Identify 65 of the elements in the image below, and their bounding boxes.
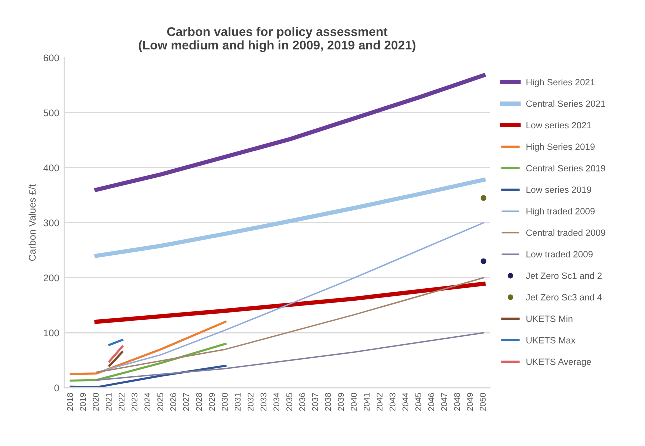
x-tick-label: 2035	[286, 393, 292, 411]
legend-label: UKETS Min	[526, 316, 573, 322]
legend-label: Low series 2021	[526, 122, 592, 129]
y-tick-label: 0	[54, 384, 60, 392]
y-tick-label: 300	[44, 220, 60, 227]
x-tick-label: 2026	[170, 393, 176, 411]
x-tick-label: 2025	[158, 393, 164, 411]
line-series	[94, 282, 486, 324]
x-tick-label: 2034	[274, 393, 280, 411]
x-tick-label: 2043	[390, 393, 396, 411]
x-tick-label: 2030	[222, 393, 228, 411]
legend-label: Low series 2019	[526, 186, 592, 194]
x-tick-label: 2028	[196, 393, 202, 411]
x-tick-label: 2022	[118, 393, 125, 411]
legend-label: Jet Zero Sc3 and 4	[526, 294, 602, 301]
x-tick-label: 2029	[209, 393, 216, 411]
line-series	[96, 277, 484, 374]
legend-label: Jet Zero Sc1 and 2	[526, 272, 602, 280]
line-series	[94, 178, 486, 258]
legend-label: Central Series 2021	[526, 100, 606, 108]
x-tick-label: 2032	[248, 393, 254, 411]
line-series	[70, 364, 227, 388]
x-tick-label: 2021	[106, 393, 112, 411]
x-tick-label: 2048	[454, 393, 460, 411]
legend-label: High traded 2009	[526, 208, 595, 216]
x-tick-label: 2050	[480, 393, 486, 411]
legend-label: High Series 2021	[526, 79, 595, 88]
legend-label: Low traded 2009	[526, 251, 593, 258]
x-tick-label: 2020	[93, 393, 99, 411]
line-series	[96, 332, 484, 382]
x-tick-label: 2044	[402, 393, 409, 411]
x-tick-label: 2038	[325, 393, 332, 411]
x-tick-label: 2019	[80, 393, 86, 411]
line-series	[96, 222, 484, 374]
x-tick-label: 2027	[183, 393, 190, 411]
x-tick-label: 2023	[132, 393, 138, 411]
x-tick-label: 2041	[364, 393, 370, 411]
x-tick-label: 2046	[428, 393, 434, 411]
y-tick-label: 500	[44, 110, 60, 117]
x-tick-label: 2045	[416, 393, 422, 411]
x-tick-label: 2037	[312, 393, 318, 411]
x-tick-label: 2031	[234, 393, 241, 411]
y-tick-label: 100	[44, 330, 60, 337]
legend-label: Central traded 2009	[526, 230, 606, 236]
line-series	[70, 320, 227, 376]
x-tick-label: 2024	[144, 393, 151, 411]
legend-label: Central Series 2019	[526, 165, 606, 172]
legend-label: UKETS Max	[526, 337, 576, 344]
line-series	[70, 342, 227, 382]
x-tick-label: 2042	[376, 393, 383, 411]
legend-label: UKETS Average	[526, 358, 592, 367]
x-tick-label: 2033	[260, 393, 267, 411]
legend-label: High Series 2019	[526, 144, 595, 152]
x-tick-label: 2047	[441, 393, 448, 411]
chart-title: Carbon values for policy assessment (Low medium and high in 2009, 2019 and 2021)	[139, 27, 416, 52]
x-tick-label: 2018	[67, 393, 74, 411]
x-tick-label: 2040	[351, 393, 357, 411]
line-series	[94, 73, 486, 192]
y-axis-title: Carbon Values £/t	[28, 184, 36, 262]
y-tick-label: 400	[44, 164, 60, 172]
y-tick-label: 200	[44, 274, 60, 282]
x-tick-label: 2039	[338, 393, 344, 411]
y-tick-label: 600	[44, 54, 60, 62]
x-tick-label: 2049	[467, 393, 474, 411]
x-tick-label: 2036	[299, 393, 306, 411]
